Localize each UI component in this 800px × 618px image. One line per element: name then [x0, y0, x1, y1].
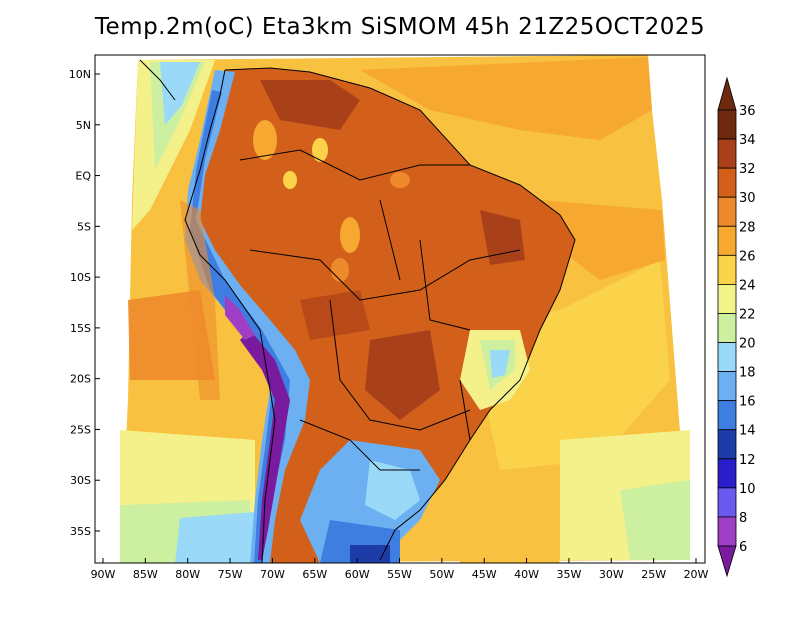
lon-tick-label: 65W [302, 568, 327, 581]
lat-tick-label: EQ [75, 170, 91, 183]
colorbar-segment [717, 342, 737, 372]
lon-tick-label: 45W [472, 568, 497, 581]
colorbar-label: 14 [739, 424, 756, 439]
lon-tick-label: 30W [599, 568, 624, 581]
lon-tick-label: 60W [345, 568, 370, 581]
colorbar-label: 32 [739, 162, 756, 177]
colorbar-label: 30 [739, 191, 756, 206]
lon-tick-label: 55W [387, 568, 412, 581]
lat-tick-label: 25S [70, 423, 91, 436]
lat-tick-label: 5S [77, 220, 91, 233]
colorbar-label: 12 [739, 453, 756, 468]
lon-tick-label: 35W [556, 568, 581, 581]
colorbar-label: 24 [739, 278, 756, 293]
colorbar-label: 22 [739, 307, 756, 322]
colorbar-label: 8 [739, 511, 747, 526]
colorbar-label: 28 [739, 220, 756, 235]
colorbar-segment [717, 109, 737, 140]
colorbar-segment [717, 516, 737, 547]
colorbar-label: 26 [739, 249, 756, 264]
longitude-axis: 90W 85W 80W 75W 70W 65W 60W 55W 50W 45W 40W 35W 30W 2… [91, 558, 709, 581]
lon-tick-label: 70W [260, 568, 285, 581]
lon-tick-label: 25W [641, 568, 666, 581]
lat-tick-label: 5N [76, 119, 91, 132]
map-field [95, 55, 705, 563]
colorbar-segment [717, 138, 737, 169]
lon-tick-label: 20W [684, 568, 709, 581]
lat-tick-label: 15S [70, 322, 91, 335]
colorbar-under-arrow [717, 545, 737, 578]
lat-tick-label: 30S [70, 474, 91, 487]
colorbar-label: 16 [739, 395, 756, 410]
lat-tick-label: 35S [70, 525, 91, 538]
lon-tick-label: 90W [91, 568, 116, 581]
colorbar-segment [717, 254, 737, 285]
colorbar-over-arrow [717, 76, 737, 111]
lat-tick-label: 10N [69, 68, 91, 81]
lon-tick-label: 75W [218, 568, 243, 581]
colorbar-segment [717, 371, 737, 402]
lon-tick-label: 85W [133, 568, 158, 581]
colorbar-segment [717, 313, 737, 343]
lon-tick-label: 40W [514, 568, 539, 581]
lon-tick-label: 50W [429, 568, 454, 581]
colorbar-label: 36 [739, 104, 756, 119]
colorbar-label: 20 [739, 337, 756, 352]
colorbar-label: 6 [739, 540, 747, 555]
colorbar-segment [717, 487, 737, 518]
colorbar-segment [717, 400, 737, 431]
colorbar-segment [717, 225, 737, 256]
coastline-borders [139, 59, 576, 563]
colorbar-segment [717, 196, 737, 227]
map-title: Temp.2m(oC) Eta3km SiSMOM 45h 21Z25OCT20… [94, 14, 706, 40]
colorbar-label: 34 [739, 133, 756, 148]
lat-tick-label: 20S [70, 373, 91, 386]
latitude-axis: 10N 5N EQ 5S 10S 15S 20S 25S 30S 35S [69, 68, 100, 538]
colorbar-segment [717, 283, 737, 314]
colorbar-segment [717, 458, 737, 489]
colorbar-label: 18 [739, 366, 756, 381]
colorbar-segment [717, 167, 737, 198]
lat-tick-label: 10S [70, 271, 91, 284]
colorbar-label: 10 [739, 482, 756, 497]
lon-tick-label: 80W [175, 568, 200, 581]
atlantic-warm [470, 260, 670, 470]
colorbar-segment [717, 429, 737, 460]
colorbar: 6 8 10 12 14 16 18 20 22 24 26 28 30 32 34 36 [717, 76, 756, 578]
